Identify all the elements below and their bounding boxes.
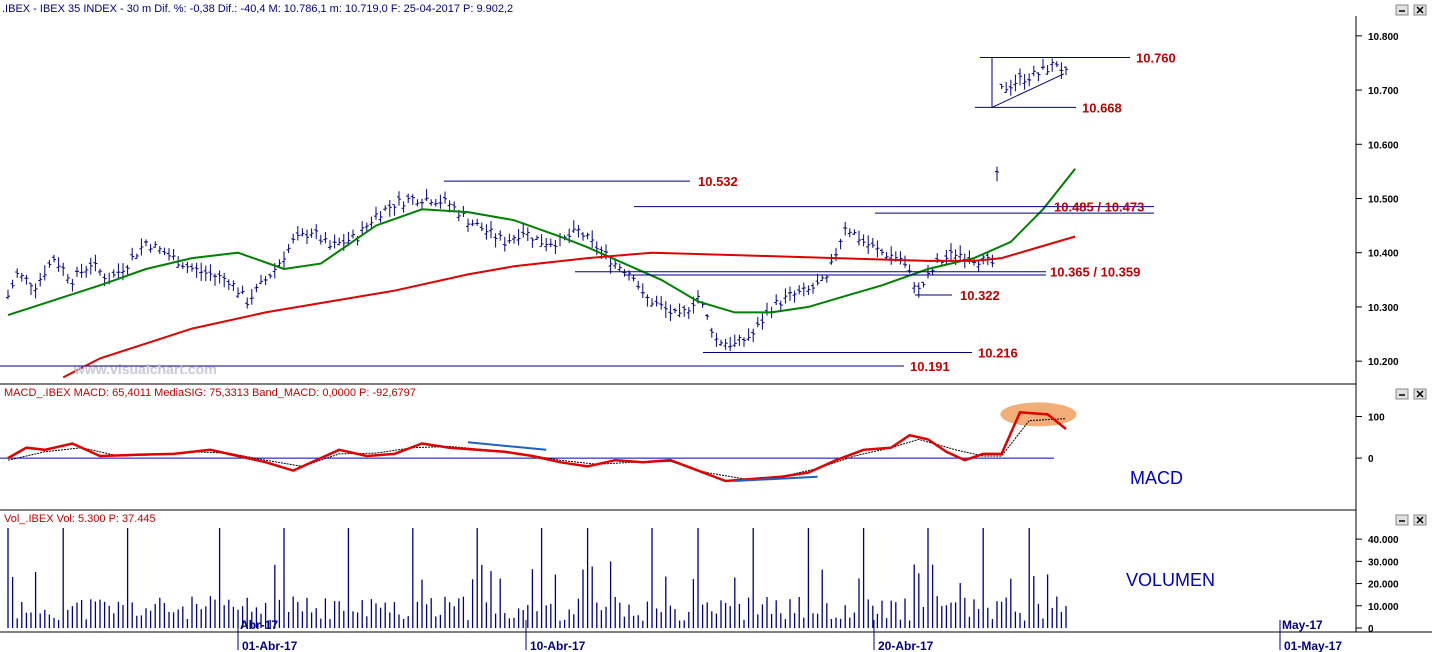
- y-tick-label: 10.700: [1368, 86, 1399, 97]
- y-tick-label: 10.600: [1368, 140, 1399, 151]
- level-label: 10.365 / 10.359: [1050, 265, 1140, 280]
- y-tick-label: 10.800: [1368, 32, 1399, 43]
- watermark: www.visualchart.com: [73, 361, 217, 377]
- divergence-line: [734, 475, 818, 482]
- y-tick-label: 40.000: [1368, 535, 1399, 546]
- x-axis: 01-Abr-17 10-Abr-17 20-Abr-17 01-May-17 Abr-…: [237, 618, 1342, 652]
- x-month-label: Abr-17: [240, 618, 278, 632]
- trendline: [991, 73, 1065, 108]
- x-month-label: May-17: [1282, 618, 1323, 632]
- volume-panel: 40.000 30.000 20.000 10.000 0: [7, 528, 1399, 635]
- macd-line: [7, 410, 1067, 483]
- macd-header: MACD_.IBEX MACD: 65,4011 MediaSIG: 75,33…: [4, 387, 416, 399]
- x-tick-label: 01-May-17: [1284, 639, 1342, 652]
- volume-header: Vol_.IBEX Vol: 5.300 P: 37.445: [4, 513, 156, 525]
- y-tick-label: 0: [1368, 454, 1374, 465]
- y-tick-label: 10.000: [1368, 602, 1399, 613]
- level-label: 10.216: [978, 345, 1018, 360]
- level-label: 10.668: [1082, 100, 1122, 115]
- divergence-line: [467, 441, 547, 451]
- minimize-button[interactable]: [1395, 388, 1409, 400]
- y-tick-label: 30.000: [1368, 557, 1399, 568]
- level-label: 10.322: [960, 288, 1000, 303]
- price-panel-controls[interactable]: [1395, 4, 1427, 16]
- y-tick-label: 20.000: [1368, 580, 1399, 591]
- macd-panel: 100 0: [0, 402, 1385, 483]
- level-label: 10.760: [1136, 51, 1176, 66]
- y-tick-label: 100: [1368, 412, 1385, 423]
- volume-panel-controls[interactable]: [1395, 514, 1427, 526]
- volume-panel-label: VOLUMEN: [1126, 570, 1215, 590]
- macd-panel-label: MACD: [1130, 468, 1183, 488]
- level-label: 10.485 / 10.473: [1054, 200, 1144, 215]
- y-tick-label: 10.200: [1368, 357, 1399, 368]
- y-tick-label: 10.400: [1368, 249, 1399, 260]
- level-label: 10.532: [698, 174, 738, 189]
- y-tick-label: 10.500: [1368, 195, 1399, 206]
- price-panel: 10.800 10.700 10.600 10.500 10.400 10.300 10.2…: [0, 32, 1399, 379]
- x-tick-label: 10-Abr-17: [530, 639, 586, 652]
- x-tick-label: 20-Abr-17: [878, 639, 934, 652]
- close-icon: [1416, 390, 1424, 398]
- close-icon: [1416, 516, 1424, 524]
- macd-panel-controls[interactable]: [1395, 388, 1427, 400]
- y-tick-label: 10.300: [1368, 303, 1399, 314]
- x-tick-label: 01-Abr-17: [242, 639, 298, 652]
- level-label: 10.191: [910, 359, 950, 374]
- price-header: .IBEX - IBEX 35 INDEX - 30 m Dif. %: -0,…: [2, 3, 513, 15]
- minimize-button[interactable]: [1395, 514, 1409, 526]
- y-tick-label: 0: [1368, 624, 1374, 635]
- minimize-button[interactable]: [1395, 4, 1409, 16]
- close-icon: [1416, 6, 1424, 14]
- sma-long-line: [62, 235, 1076, 379]
